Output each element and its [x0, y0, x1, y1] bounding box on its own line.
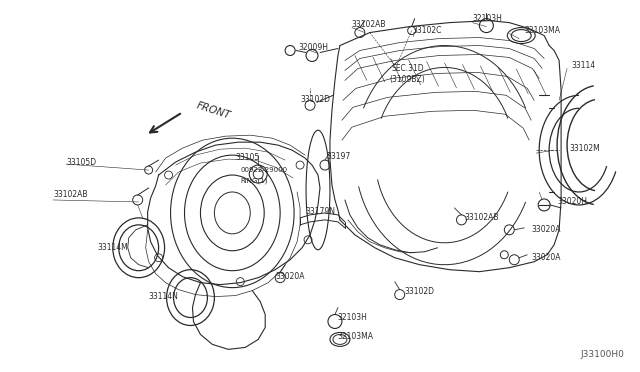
Text: 33102AB: 33102AB [352, 20, 387, 29]
Text: RING(1): RING(1) [240, 178, 268, 184]
Text: 33102D: 33102D [300, 95, 330, 104]
Text: 33020A: 33020A [531, 253, 561, 262]
Text: 33020A: 33020A [531, 225, 561, 234]
Text: 33020A: 33020A [275, 272, 305, 281]
Text: SEC.31D: SEC.31D [392, 64, 424, 73]
Text: 33102M: 33102M [569, 144, 600, 153]
Text: 32103MA: 32103MA [524, 26, 560, 35]
Text: 33020H: 33020H [557, 198, 587, 206]
Text: 33114: 33114 [571, 61, 595, 70]
Text: 33114M: 33114M [98, 243, 129, 252]
Text: 32009H: 32009H [298, 43, 328, 52]
Text: 32103H: 32103H [472, 14, 502, 23]
Text: 33114N: 33114N [148, 292, 179, 301]
Text: 33102AB: 33102AB [465, 214, 499, 222]
Text: FRONT: FRONT [195, 100, 232, 121]
Text: 33102C: 33102C [413, 26, 442, 35]
Text: 33179N: 33179N [305, 208, 335, 217]
Text: J33100H0: J33100H0 [580, 350, 624, 359]
Text: 32103MA: 32103MA [337, 332, 373, 341]
Text: 33102AB: 33102AB [53, 190, 88, 199]
Text: 32103H: 32103H [337, 313, 367, 322]
Text: 33105D: 33105D [66, 158, 96, 167]
Text: 33197: 33197 [326, 152, 350, 161]
Text: (3109BZ): (3109BZ) [390, 75, 426, 84]
Text: 00922-29000: 00922-29000 [240, 167, 287, 173]
Text: 33105: 33105 [236, 153, 260, 161]
Text: 33102D: 33102D [404, 287, 435, 296]
